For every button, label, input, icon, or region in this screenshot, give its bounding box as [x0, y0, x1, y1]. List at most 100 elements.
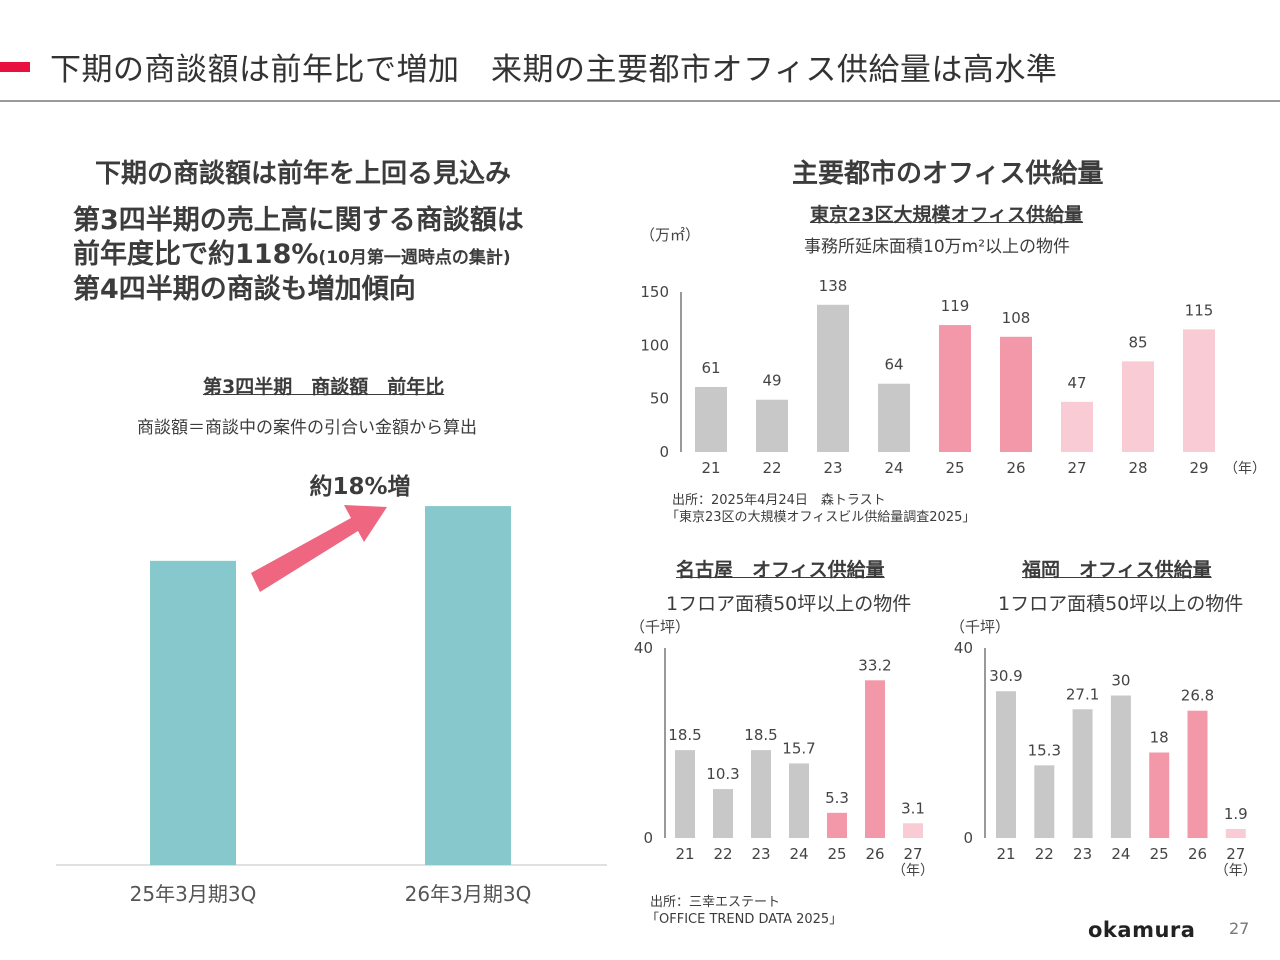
deals-bar: [425, 506, 511, 865]
fukuoka-data-label: 27.1: [1066, 685, 1099, 703]
tokyo-category-label: 29: [1189, 459, 1208, 477]
lead-line-2-main: 前年度比で約118%: [73, 239, 319, 270]
title-accent-bar: [0, 62, 30, 72]
tokyo-source-1: 出所：2025年4月24日 森トラスト: [672, 493, 886, 508]
tokyo-chart-title: 東京23区大規模オフィス供給量: [810, 204, 1084, 226]
nagoya-data-label: 10.3: [706, 765, 739, 783]
nagoya-bar: [827, 812, 847, 838]
fukuoka-category-label: 24: [1111, 845, 1130, 863]
fukuoka-bar: [1225, 828, 1246, 838]
tokyo-bar: [1183, 329, 1215, 452]
deals-category-label: 25年3月期3Q: [130, 882, 257, 906]
nagoya-category-label: 25: [827, 845, 846, 863]
nagoya-chart: 0 40 （千坪） 18.5 21 10.3 22 18.5 23 15.7 24 5.3 25 33.2…: [630, 618, 934, 879]
tokyo-category-label: 26: [1006, 459, 1025, 477]
right-heading: 主要都市のオフィス供給量: [792, 159, 1104, 189]
deals-chart-title: 第3四半期 商談額 前年比: [203, 376, 445, 398]
nagoya-data-label: 5.3: [825, 789, 849, 807]
fukuoka-data-label: 30: [1111, 672, 1130, 690]
fukuoka-bar: [1034, 765, 1055, 838]
fukuoka-y-unit: （千坪）: [950, 618, 1010, 636]
okamura-logo: okamura: [1088, 918, 1196, 942]
nagoya-y-tick-label: 0: [643, 829, 653, 847]
tokyo-data-label: 115: [1185, 301, 1214, 319]
nagoya-bar: [789, 763, 809, 838]
nagoya-data-label: 15.7: [782, 739, 815, 757]
bottom-source-1: 出所：三幸エステート: [650, 895, 781, 910]
fukuoka-category-label: 23: [1073, 845, 1092, 863]
lead-line-3: 第4四半期の商談も増加傾向: [73, 274, 416, 305]
bottom-source-2: 「OFFICE TREND DATA 2025」: [646, 912, 843, 927]
fukuoka-category-label: 22: [1035, 845, 1054, 863]
tokyo-bar: [878, 383, 910, 452]
tokyo-source-2: 「東京23区の大規模オフィスビル供給量調査2025」: [666, 510, 976, 525]
nagoya-bar: [675, 750, 695, 838]
fukuoka-chart-note: 1フロア面積50坪以上の物件: [998, 593, 1244, 615]
nagoya-bar: [865, 680, 885, 838]
fukuoka-data-label: 30.9: [989, 667, 1022, 685]
fukuoka-y-tick-label: 0: [963, 829, 973, 847]
nagoya-category-label: 23: [751, 845, 770, 863]
tokyo-bar: [1000, 336, 1032, 452]
nagoya-x-unit: （年）: [892, 863, 934, 879]
tokyo-y-tick-label: 50: [650, 390, 669, 408]
fukuoka-data-label: 1.9: [1224, 805, 1248, 823]
increase-label: 約18%増: [309, 473, 410, 500]
deals-bar: [150, 560, 236, 865]
deals-chart: 25年3月期3Q 26年3月期3Q 約18%増: [56, 473, 607, 906]
tokyo-data-label: 64: [884, 356, 903, 374]
tokyo-category-label: 25: [945, 459, 964, 477]
tokyo-category-label: 22: [762, 459, 781, 477]
nagoya-category-label: 21: [675, 845, 694, 863]
nagoya-y-tick-label: 40: [634, 639, 653, 657]
tokyo-data-label: 85: [1128, 333, 1147, 351]
tokyo-bar: [817, 304, 849, 452]
fukuoka-bar: [1110, 695, 1131, 838]
page-number: 27: [1229, 919, 1250, 938]
fukuoka-chart: 0 40 （千坪） 30.9 21 15.3 22 27.1 23 30 24 18 25 26.8 26 1…: [950, 618, 1257, 879]
page-title: 下期の商談額は前年比で増加 来期の主要都市オフィス供給量は高水準: [50, 52, 1058, 88]
tokyo-x-unit: （年）: [1224, 461, 1266, 477]
lead-line-2: 前年度比で約118%(10月第一週時点の集計): [73, 238, 511, 275]
tokyo-category-label: 28: [1128, 459, 1147, 477]
tokyo-data-label: 138: [819, 277, 848, 295]
fukuoka-bar: [1149, 752, 1170, 838]
fukuoka-x-unit: （年）: [1215, 863, 1257, 879]
fukuoka-data-label: 15.3: [1028, 741, 1061, 759]
deals-category-label: 26年3月期3Q: [405, 882, 532, 906]
tokyo-data-label: 108: [1002, 309, 1031, 327]
nagoya-category-label: 27: [903, 845, 922, 863]
fukuoka-bar: [1072, 709, 1093, 838]
nagoya-y-unit: （千坪）: [630, 618, 690, 636]
title-divider: [0, 100, 1280, 102]
fukuoka-data-label: 18: [1150, 729, 1169, 747]
nagoya-data-label: 3.1: [901, 799, 925, 817]
tokyo-data-label: 49: [762, 372, 781, 390]
lead-line-1: 第3四半期の売上高に関する商談額は: [73, 205, 524, 236]
fukuoka-chart-title: 福岡 オフィス供給量: [1022, 559, 1212, 581]
nagoya-bar: [713, 789, 733, 838]
nagoya-category-label: 26: [865, 845, 884, 863]
nagoya-chart-title: 名古屋 オフィス供給量: [676, 559, 885, 581]
lead-line-2-note: (10月第一週時点の集計): [318, 248, 511, 268]
tokyo-bar: [1061, 401, 1093, 452]
fukuoka-category-label: 27: [1226, 845, 1245, 863]
tokyo-data-label: 119: [941, 297, 970, 315]
nagoya-data-label: 18.5: [668, 726, 701, 744]
nagoya-bar: [903, 823, 923, 838]
left-heading: 下期の商談額は前年を上回る見込み: [95, 159, 512, 189]
fukuoka-category-label: 21: [996, 845, 1015, 863]
nagoya-chart-note: 1フロア面積50坪以上の物件: [666, 593, 912, 615]
tokyo-bar: [939, 325, 971, 452]
tokyo-y-tick-label: 100: [640, 336, 669, 354]
tokyo-chart: 0 50 100 150 （万㎡） 61 21 49 22 138 23 64 24 119 25 108 26…: [640, 226, 1266, 477]
fukuoka-category-label: 25: [1150, 845, 1169, 863]
fukuoka-data-label: 26.8: [1181, 687, 1214, 705]
fukuoka-y-tick-label: 40: [954, 639, 973, 657]
tokyo-data-label: 61: [701, 359, 720, 377]
tokyo-category-label: 21: [701, 459, 720, 477]
fukuoka-bar: [996, 691, 1016, 838]
nagoya-category-label: 24: [789, 845, 808, 863]
tokyo-data-label: 47: [1067, 374, 1086, 392]
nagoya-data-label: 18.5: [744, 726, 777, 744]
